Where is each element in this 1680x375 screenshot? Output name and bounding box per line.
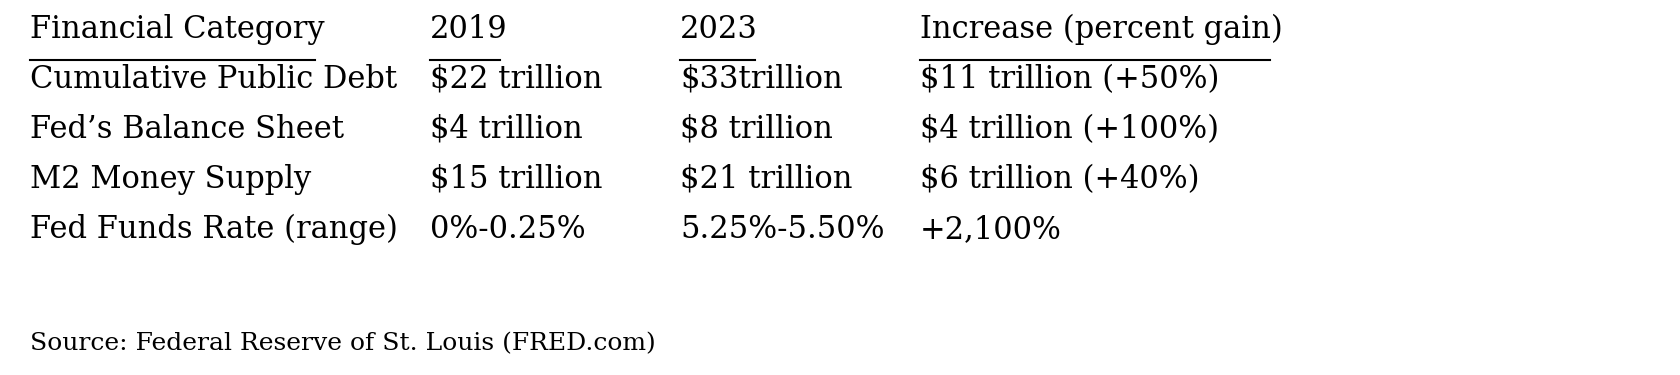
Text: Financial Category: Financial Category <box>30 14 324 45</box>
Text: $6 trillion (+40%): $6 trillion (+40%) <box>921 164 1200 195</box>
Text: $22 trillion: $22 trillion <box>430 64 603 95</box>
Text: M2 Money Supply: M2 Money Supply <box>30 164 311 195</box>
Text: 2023: 2023 <box>680 14 758 45</box>
Text: 0%-0.25%: 0%-0.25% <box>430 214 586 245</box>
Text: Fed Funds Rate (range): Fed Funds Rate (range) <box>30 214 398 245</box>
Text: 2019: 2019 <box>430 14 507 45</box>
Text: +2,100%: +2,100% <box>921 214 1062 245</box>
Text: Increase (percent gain): Increase (percent gain) <box>921 14 1284 45</box>
Text: Source: Federal Reserve of St. Louis (FRED.com): Source: Federal Reserve of St. Louis (FR… <box>30 332 655 355</box>
Text: $4 trillion (+100%): $4 trillion (+100%) <box>921 114 1220 145</box>
Text: $33trillion: $33trillion <box>680 64 843 95</box>
Text: $11 trillion (+50%): $11 trillion (+50%) <box>921 64 1220 95</box>
Text: Fed’s Balance Sheet: Fed’s Balance Sheet <box>30 114 344 145</box>
Text: $15 trillion: $15 trillion <box>430 164 603 195</box>
Text: Cumulative Public Debt: Cumulative Public Debt <box>30 64 396 95</box>
Text: $21 trillion: $21 trillion <box>680 164 852 195</box>
Text: $8 trillion: $8 trillion <box>680 114 833 145</box>
Text: $4 trillion: $4 trillion <box>430 114 583 145</box>
Text: 5.25%-5.50%: 5.25%-5.50% <box>680 214 884 245</box>
